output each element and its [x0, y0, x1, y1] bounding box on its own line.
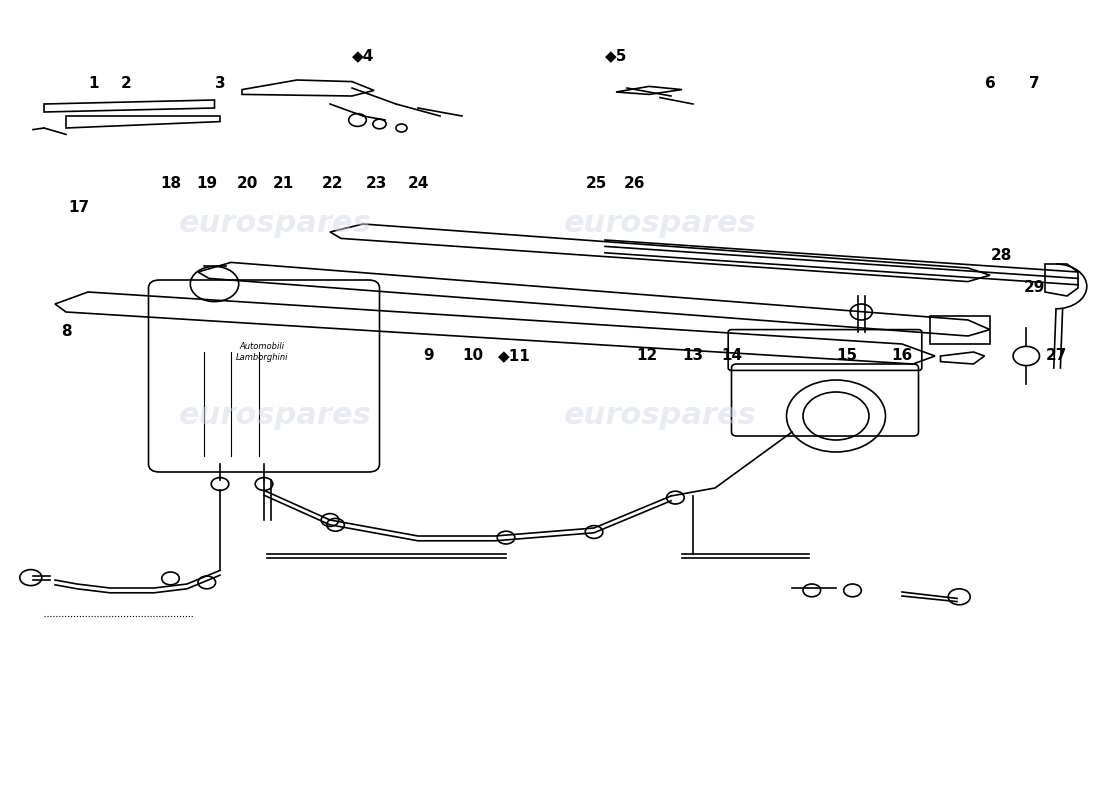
Text: 9: 9 [424, 349, 434, 363]
Text: 21: 21 [273, 177, 295, 191]
Text: 13: 13 [682, 349, 704, 363]
Text: 18: 18 [160, 177, 182, 191]
Text: 10: 10 [462, 349, 484, 363]
Text: 29: 29 [1023, 281, 1045, 295]
Text: 20: 20 [236, 177, 258, 191]
Text: eurospares: eurospares [563, 210, 757, 238]
Text: 6: 6 [984, 77, 996, 91]
Text: 2: 2 [121, 77, 132, 91]
Text: 19: 19 [196, 177, 218, 191]
Text: ◆11: ◆11 [498, 349, 531, 363]
Text: 3: 3 [214, 77, 225, 91]
Text: eurospares: eurospares [178, 210, 372, 238]
Text: 16: 16 [891, 349, 913, 363]
Text: 22: 22 [321, 177, 343, 191]
Text: eurospares: eurospares [178, 402, 372, 430]
Text: 17: 17 [68, 201, 90, 215]
Bar [930, 316, 990, 344]
Text: 14: 14 [720, 349, 742, 363]
Text: 12: 12 [636, 349, 658, 363]
Text: 1: 1 [88, 77, 99, 91]
Text: Automobili
Lamborghini: Automobili Lamborghini [235, 342, 288, 362]
Text: 23: 23 [365, 177, 387, 191]
Text: 8: 8 [60, 325, 72, 339]
Text: 24: 24 [407, 177, 429, 191]
Text: 27: 27 [1045, 349, 1067, 363]
Text: 26: 26 [624, 177, 646, 191]
Text: 28: 28 [990, 249, 1012, 263]
Text: ◆5: ◆5 [605, 49, 627, 63]
Text: ◆4: ◆4 [352, 49, 374, 63]
Text: eurospares: eurospares [563, 402, 757, 430]
Text: 25: 25 [585, 177, 607, 191]
Text: 15: 15 [836, 349, 858, 363]
Text: 7: 7 [1028, 77, 1040, 91]
